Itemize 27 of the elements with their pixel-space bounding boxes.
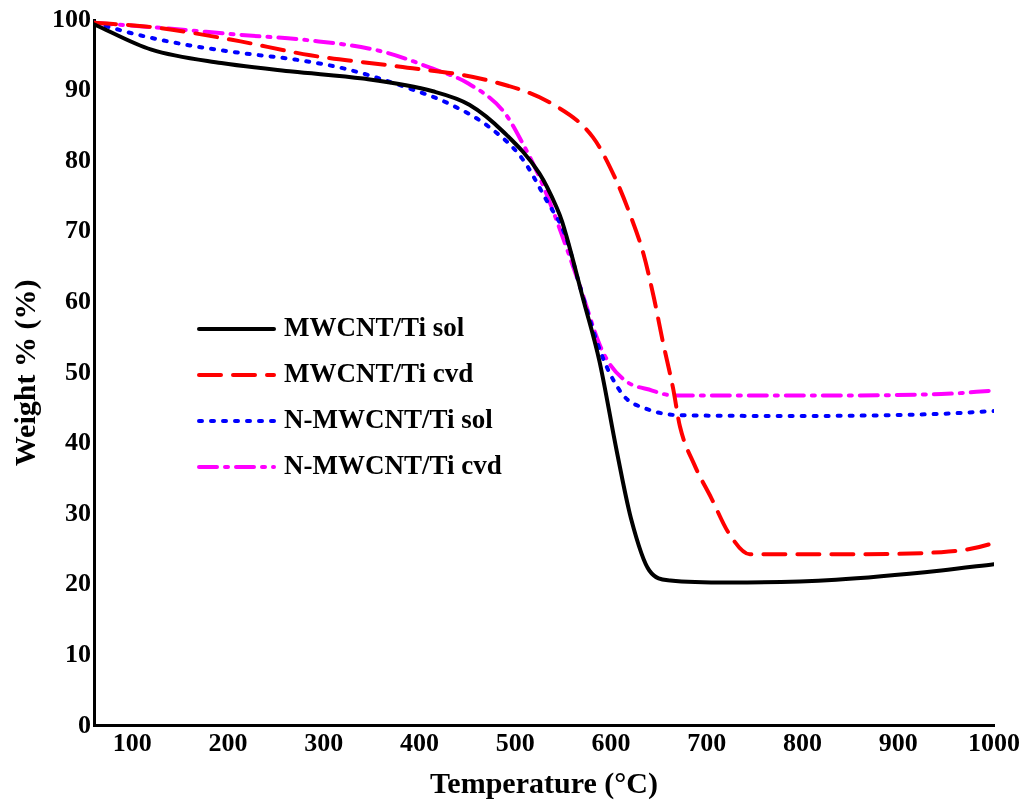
x-tick-label: 1000 <box>968 728 1020 758</box>
y-tick-label: 70 <box>65 215 91 245</box>
y-tick-label: 30 <box>65 497 91 527</box>
y-tick-label: 0 <box>78 709 91 739</box>
x-tick-label: 700 <box>687 728 727 758</box>
y-tick-label: 20 <box>65 568 91 598</box>
x-tick-label: 800 <box>783 728 823 758</box>
legend-label: MWCNT/Ti cvd <box>284 357 474 388</box>
y-tick-label: 60 <box>65 286 91 316</box>
x-tick-label: 100 <box>112 728 152 758</box>
y-tick-label: 90 <box>65 74 91 104</box>
legend-label: MWCNT/Ti sol <box>284 311 465 342</box>
legend-label: N-MWCNT/Ti cvd <box>284 449 502 480</box>
x-tick-label: 600 <box>591 728 631 758</box>
x-tick-label: 900 <box>878 728 918 758</box>
legend-label: N-MWCNT/Ti sol <box>284 403 494 434</box>
y-tick-label: 10 <box>65 638 91 668</box>
x-axis-title: Temperature (°C) <box>430 765 658 800</box>
y-tick-label: 40 <box>65 427 91 457</box>
y-axis-title: Weight % (%) <box>7 279 42 467</box>
y-tick-label: 100 <box>52 3 91 33</box>
y-tick-label: 80 <box>65 144 91 174</box>
x-tick-label: 500 <box>495 728 535 758</box>
x-tick-label: 200 <box>208 728 248 758</box>
x-tick-label: 300 <box>304 728 344 758</box>
y-tick-label: 50 <box>65 356 91 386</box>
x-tick-label: 400 <box>400 728 440 758</box>
